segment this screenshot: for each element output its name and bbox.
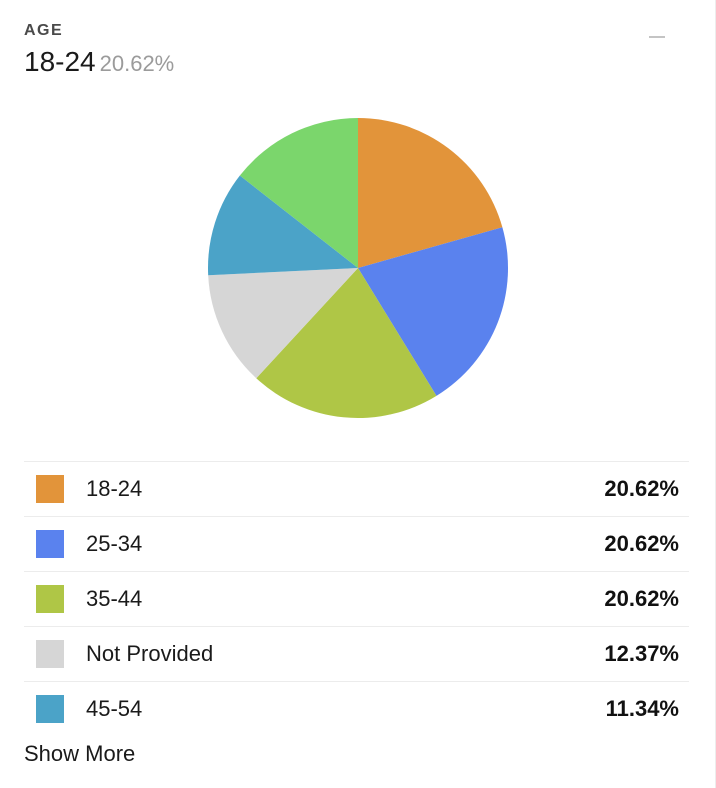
pie-slice-not-provided[interactable] bbox=[208, 268, 358, 379]
legend-swatch bbox=[36, 530, 64, 558]
legend-value: 12.37% bbox=[604, 641, 679, 666]
legend-swatch bbox=[36, 475, 64, 503]
legend-value: 20.62% bbox=[604, 531, 679, 556]
legend-item[interactable]: 18-24 20.62% bbox=[24, 462, 689, 517]
pie-slice-other[interactable] bbox=[239, 118, 358, 268]
legend-item[interactable]: Not Provided 12.37% bbox=[24, 627, 689, 682]
show-more-link[interactable]: Show More bbox=[24, 741, 136, 766]
pie-slice-45-54[interactable] bbox=[208, 175, 358, 276]
selected-category: 18-24 bbox=[24, 46, 96, 77]
pie-slice-35-44[interactable] bbox=[256, 268, 437, 419]
legend-item[interactable]: 35-44 20.62% bbox=[24, 572, 689, 627]
selected-percentage: 20.62% bbox=[99, 51, 175, 76]
legend-list: 18-24 20.62% 25-34 20.62% 35-44 20.62% N… bbox=[24, 461, 689, 736]
section-title: AGE bbox=[24, 22, 64, 39]
minus-icon bbox=[649, 36, 665, 38]
legend-label: 35-44 bbox=[86, 586, 143, 611]
legend-label: Not Provided bbox=[86, 641, 214, 666]
legend-swatch bbox=[36, 695, 64, 723]
pie-chart bbox=[208, 118, 509, 419]
legend-value: 20.62% bbox=[604, 476, 679, 501]
selected-summary: 18-24 20.62% bbox=[24, 46, 174, 78]
pie-slice-18-24[interactable] bbox=[358, 118, 503, 268]
legend-label: 25-34 bbox=[86, 531, 143, 556]
legend-item[interactable]: 25-34 20.62% bbox=[24, 517, 689, 572]
legend-label: 18-24 bbox=[86, 476, 143, 501]
legend-value: 20.62% bbox=[604, 586, 679, 611]
legend-value: 11.34% bbox=[605, 696, 679, 721]
collapse-button[interactable] bbox=[644, 24, 670, 50]
legend-item[interactable]: 45-54 11.34% bbox=[24, 682, 689, 736]
legend-swatch bbox=[36, 640, 64, 668]
pie-chart-container bbox=[0, 100, 716, 440]
legend-label: 45-54 bbox=[86, 696, 143, 721]
pie-slice-25-34[interactable] bbox=[358, 227, 509, 396]
legend-swatch bbox=[36, 585, 64, 613]
